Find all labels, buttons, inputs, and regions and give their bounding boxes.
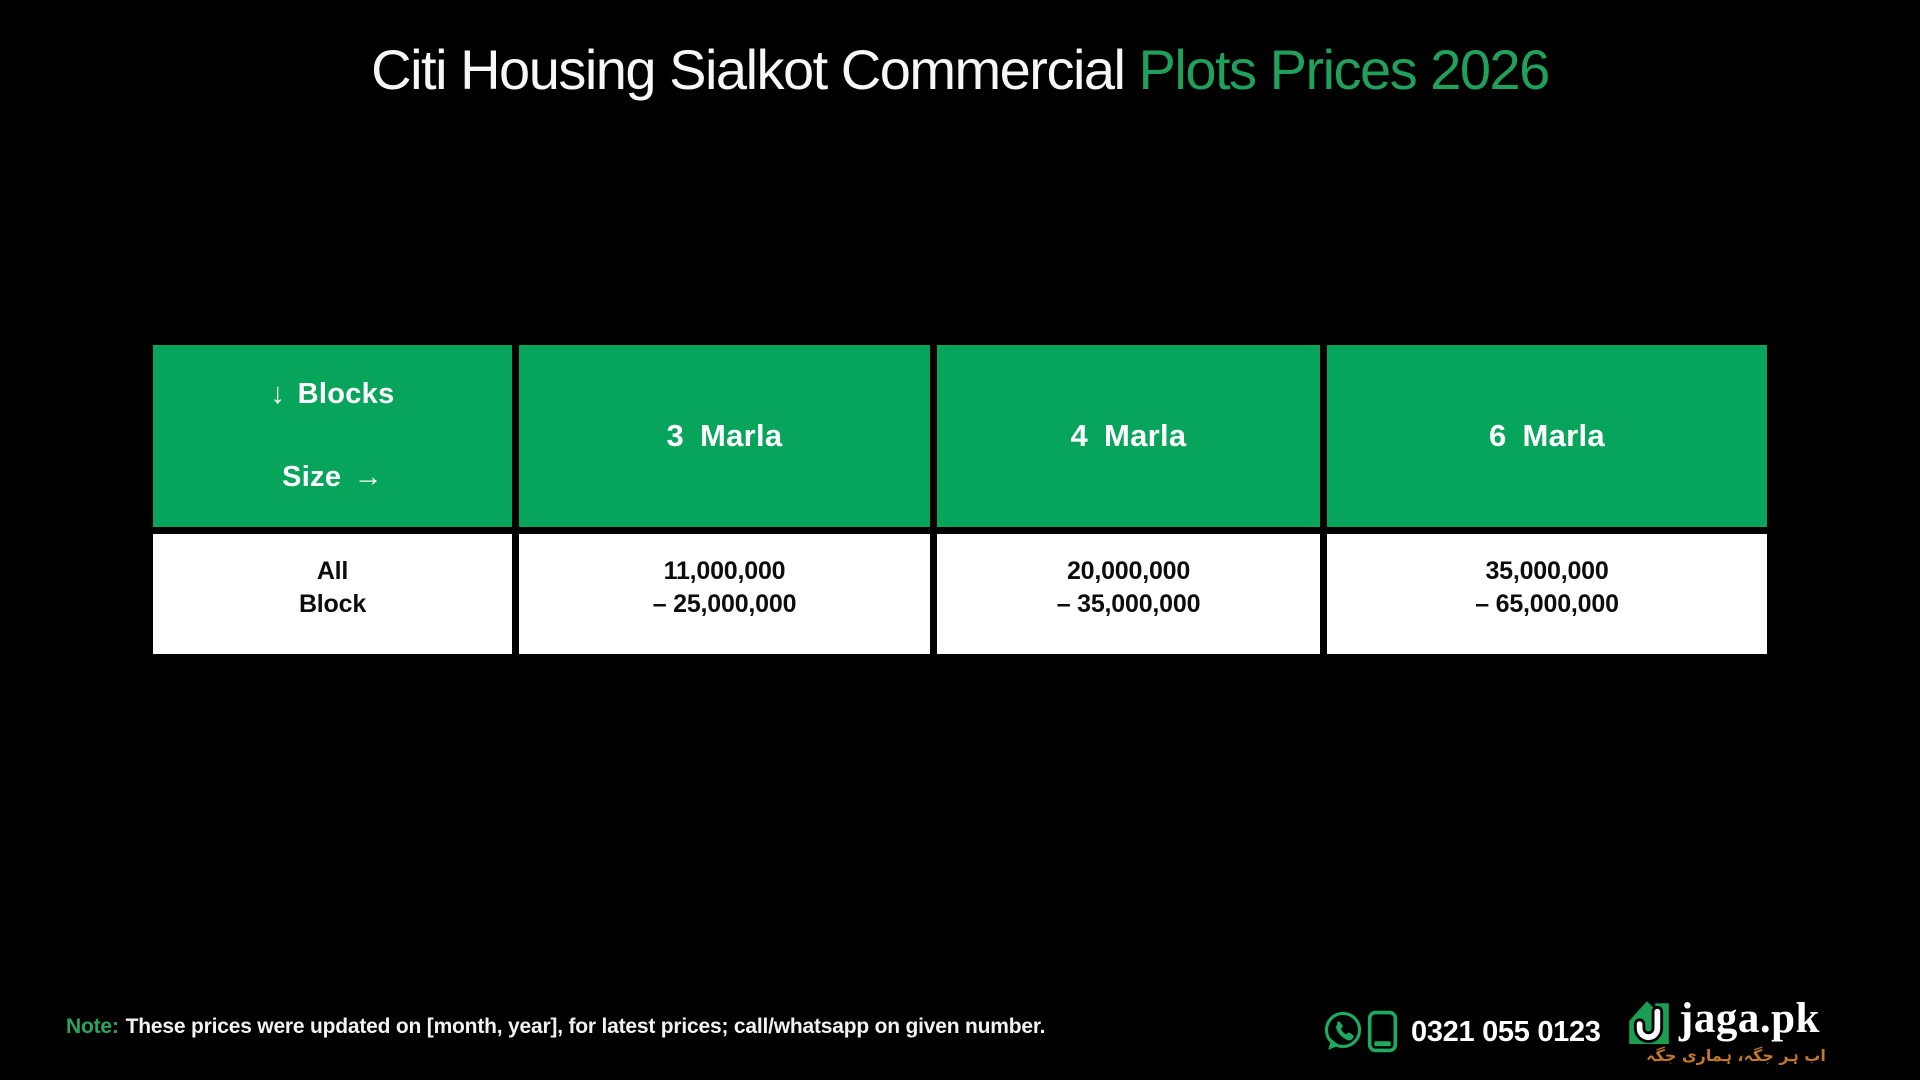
price-cell-6-marla: 35,000,000 – 65,000,000 <box>1327 534 1767 654</box>
mobile-phone-icon <box>1367 1010 1398 1053</box>
corner-blocks-label: ↓ Blocks <box>270 378 395 410</box>
price-table: ↓ Blocks Size → 3 Marla 4 Marla 6 Marla … <box>153 345 1767 654</box>
note-text: These prices were updated on [month, yea… <box>125 1015 1046 1038</box>
page-title: Citi Housing Sialkot Commercial Plots Pr… <box>0 36 1920 104</box>
price-max: – 35,000,000 <box>1056 590 1201 618</box>
logo-wordmark: jaga.pk <box>1679 995 1820 1042</box>
footer-note: Note: These prices were updated on [month… <box>66 1015 1045 1039</box>
column-header-6-marla: 6 Marla <box>1327 345 1767 527</box>
column-header-3-marla: 3 Marla <box>519 345 930 527</box>
price-min: 20,000,000 <box>1066 557 1191 585</box>
corner-size-label: Size → <box>282 461 383 493</box>
price-min: 11,000,000 <box>663 557 786 585</box>
price-cell-3-marla: 11,000,000 – 25,000,000 <box>519 534 930 654</box>
jaga-house-logo-icon <box>1629 1001 1669 1044</box>
price-min: 35,000,000 <box>1485 557 1609 585</box>
title-text-green: Plots Prices 2026 <box>1138 38 1551 101</box>
whatsapp-icon <box>1324 1011 1362 1050</box>
corner-header-cell: ↓ Blocks Size → <box>153 345 512 527</box>
logo-tagline: اب ہر جگہ، ہماری جگہ <box>1646 1046 1826 1065</box>
title-text-white: Citi Housing Sialkot Commercial <box>371 38 1139 101</box>
column-header-4-marla: 4 Marla <box>937 345 1320 527</box>
row-label-cell: All Block <box>153 534 512 654</box>
row-label-line2: Block <box>298 590 367 618</box>
row-label-line1: All <box>316 557 349 585</box>
phone-number: 0321 055 0123 <box>1411 1016 1601 1048</box>
note-label: Note: <box>66 1015 119 1038</box>
price-max: – 25,000,000 <box>652 590 797 618</box>
price-cell-4-marla: 20,000,000 – 35,000,000 <box>937 534 1320 654</box>
price-max: – 65,000,000 <box>1475 590 1619 618</box>
